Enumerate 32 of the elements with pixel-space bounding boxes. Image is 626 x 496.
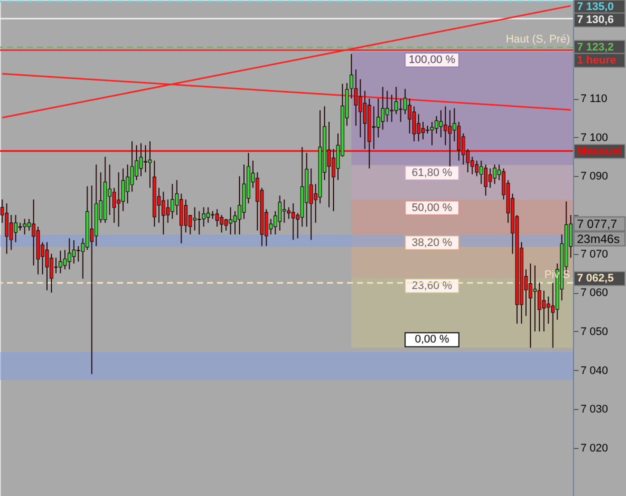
band-label: 38,20 % xyxy=(412,236,452,249)
text: 7 077,7 xyxy=(577,216,618,231)
y-tick-label: 7 100 xyxy=(580,132,608,144)
y-tick-label: 7 050 xyxy=(580,326,608,338)
y-tick-label: 7 090 xyxy=(580,170,608,183)
candlestick xyxy=(286,206,291,220)
y-tick-label: 7 070 xyxy=(580,248,608,260)
ref-line-label: 7 135,0 xyxy=(577,1,614,13)
ref-line-label: 1 heure xyxy=(577,54,616,66)
candlestick xyxy=(474,160,479,177)
candlestick xyxy=(380,86,385,130)
candlestick xyxy=(282,198,286,224)
candlestick xyxy=(90,185,94,375)
y-tick-label: 7 020 xyxy=(580,442,608,454)
ref-line-label: Mensuel xyxy=(577,145,622,158)
band-label: 50,00 % xyxy=(412,202,452,214)
annotation: Haut (S, Pré) xyxy=(506,33,570,46)
candlestick xyxy=(192,206,197,232)
annotation: 0,00 % xyxy=(414,334,450,346)
text: 23m46s xyxy=(577,232,620,246)
y-tick-label: 7 040 xyxy=(580,364,608,377)
y-tick-label: 7 030 xyxy=(580,404,608,416)
ref-line-label: 7 123,2 xyxy=(577,41,614,54)
ref-line-label: 7 062,5 xyxy=(577,272,614,285)
candlestick xyxy=(197,210,201,235)
ref-line-label: 7 130,6 xyxy=(577,14,614,26)
y-tick-label: 7 110 xyxy=(580,93,608,106)
candlestick xyxy=(376,98,380,138)
band-label: 61,80 % xyxy=(412,166,452,179)
band-label: 100,00 % xyxy=(408,54,456,66)
y-tick-label: 7 060 xyxy=(580,287,608,300)
candlestick xyxy=(479,160,484,184)
